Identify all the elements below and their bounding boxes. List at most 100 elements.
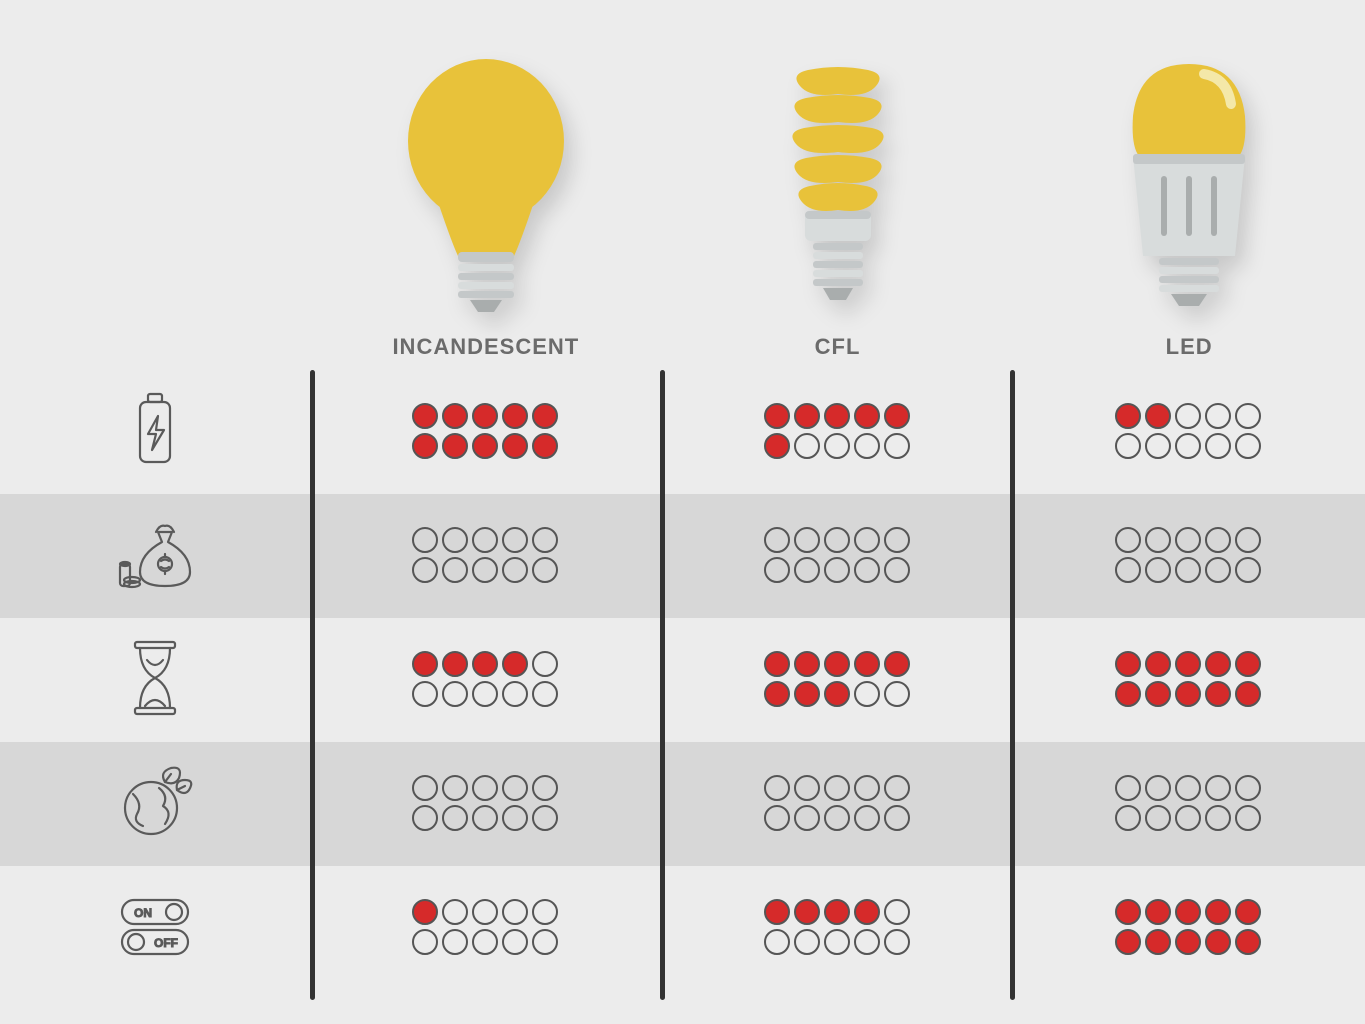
rating-dots (412, 651, 560, 709)
comparison-table: ONOFF (0, 370, 1365, 990)
rating-dot (442, 433, 468, 459)
rating-dot (854, 433, 880, 459)
rating-dot (442, 899, 468, 925)
rating-dot (442, 403, 468, 429)
rating-dot (884, 775, 910, 801)
rating-dot (442, 775, 468, 801)
metric-row-switching: ONOFF (0, 866, 1365, 990)
rating-dot (532, 929, 558, 955)
rating-dot (794, 651, 820, 677)
rating-dot (884, 527, 910, 553)
rating-dot (1145, 403, 1171, 429)
rating-dot (794, 899, 820, 925)
rating-dot (502, 651, 528, 677)
rating-dot (1175, 527, 1201, 553)
rating-dot (1205, 433, 1231, 459)
rating-dot (1175, 681, 1201, 707)
cell-savings-incandescent (310, 527, 662, 585)
col-label-incandescent: INCANDESCENT (392, 334, 579, 360)
rating-dot (502, 805, 528, 831)
rating-dot (442, 557, 468, 583)
rating-dot (794, 433, 820, 459)
rating-dot (854, 651, 880, 677)
rating-dot (1235, 775, 1261, 801)
rating-dot (1145, 651, 1171, 677)
rating-dot (412, 775, 438, 801)
rating-dot (472, 433, 498, 459)
rating-dot (794, 929, 820, 955)
rating-dot (824, 651, 850, 677)
cell-savings-cfl (662, 527, 1014, 585)
rating-dot (1115, 403, 1141, 429)
rating-dot (412, 651, 438, 677)
rating-dot (532, 651, 558, 677)
rating-dot (1115, 557, 1141, 583)
rating-dot (1205, 681, 1231, 707)
rating-dot (764, 557, 790, 583)
rating-dots (1115, 651, 1263, 709)
cell-eco-led (1013, 775, 1365, 833)
rating-dot (1205, 899, 1231, 925)
rating-dot (854, 557, 880, 583)
rating-dot (1145, 527, 1171, 553)
rating-dot (764, 929, 790, 955)
rating-dot (1145, 805, 1171, 831)
rating-dot (1175, 805, 1201, 831)
rating-dot (532, 527, 558, 553)
rating-dots (764, 651, 912, 709)
rating-dot (824, 403, 850, 429)
rating-dot (502, 929, 528, 955)
rating-dot (824, 557, 850, 583)
rating-dot (1205, 403, 1231, 429)
rating-dot (412, 403, 438, 429)
rating-dot (764, 775, 790, 801)
rating-dot (472, 805, 498, 831)
rating-dots (764, 527, 912, 585)
rating-dot (1175, 899, 1201, 925)
money-bag-icon (110, 514, 200, 599)
rating-dot (764, 899, 790, 925)
rating-dot (472, 681, 498, 707)
header-row: INCANDESCENT CFL (0, 0, 1365, 360)
metric-row-lifetime (0, 618, 1365, 742)
rating-dot (442, 527, 468, 553)
rating-dot (502, 775, 528, 801)
cell-energy-led (1013, 403, 1365, 461)
col-label-led: LED (1166, 334, 1213, 360)
svg-text:OFF: OFF (154, 936, 178, 950)
rating-dot (1115, 775, 1141, 801)
cell-eco-cfl (662, 775, 1014, 833)
rating-dot (854, 929, 880, 955)
rating-dot (1175, 929, 1201, 955)
rating-dot (412, 681, 438, 707)
rating-dot (884, 651, 910, 677)
rating-dots (412, 403, 560, 461)
incandescent-bulb-icon (396, 56, 576, 316)
rating-dot (854, 527, 880, 553)
cell-switching-incandescent (310, 899, 662, 957)
led-bulb-icon (1109, 56, 1269, 316)
rating-dot (824, 527, 850, 553)
rating-dot (412, 527, 438, 553)
rating-dot (442, 929, 468, 955)
rating-dot (472, 775, 498, 801)
rating-dot (764, 651, 790, 677)
rating-dot (884, 433, 910, 459)
rating-dot (472, 651, 498, 677)
rating-dot (764, 527, 790, 553)
rating-dot (1235, 527, 1261, 553)
rating-dot (794, 681, 820, 707)
rating-dot (884, 681, 910, 707)
cell-eco-incandescent (310, 775, 662, 833)
cell-lifetime-incandescent (310, 651, 662, 709)
rating-dot (1115, 527, 1141, 553)
rating-dot (764, 403, 790, 429)
rating-dot (1205, 651, 1231, 677)
metric-row-energy (0, 370, 1365, 494)
rating-dot (442, 681, 468, 707)
eco-globe-icon (113, 760, 197, 849)
rating-dots (764, 899, 912, 957)
rating-dot (1235, 557, 1261, 583)
cell-energy-cfl (662, 403, 1014, 461)
rating-dot (412, 433, 438, 459)
